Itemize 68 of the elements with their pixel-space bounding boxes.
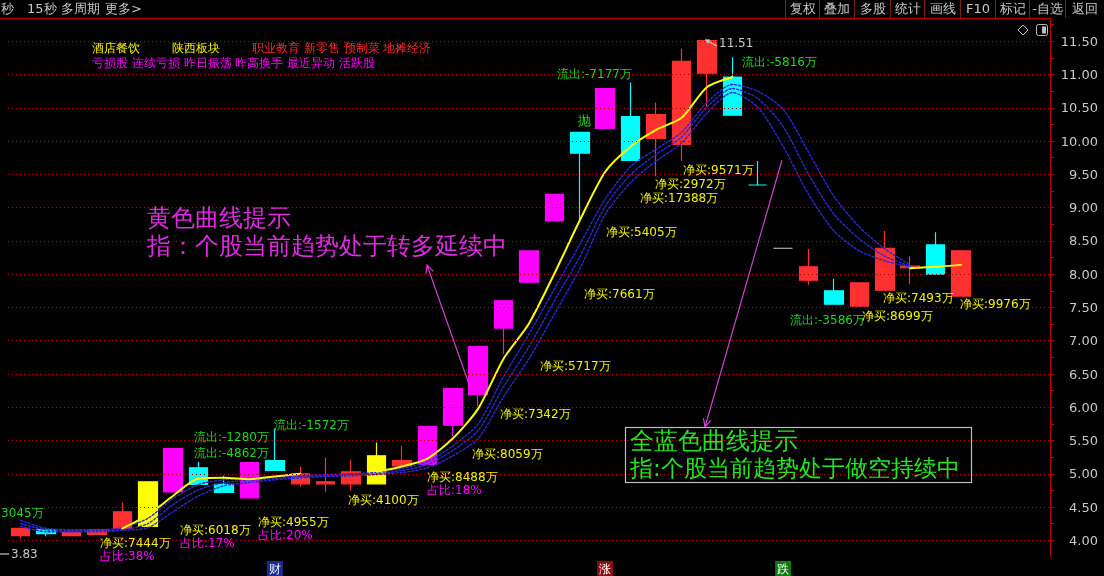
text: 叠加 xyxy=(819,0,854,18)
annotation: 流出:-5816万 xyxy=(742,55,817,69)
y-tick-label: 10.50 xyxy=(1060,100,1098,116)
x-tick-label: 跌 xyxy=(777,562,790,576)
annotation: 净买:6018万 xyxy=(180,523,251,537)
text: 秒 xyxy=(1,0,14,18)
y-tick-label: 11.00 xyxy=(1060,67,1098,83)
y-tick-label: 7.00 xyxy=(1069,333,1098,349)
y-tick-label: 6.00 xyxy=(1069,399,1098,415)
annotation: 净买:7342万 xyxy=(500,407,571,421)
x-tick-label: 财 xyxy=(268,562,281,576)
text: 15秒 xyxy=(27,0,57,18)
y-tick-label: 5.00 xyxy=(1069,466,1098,482)
annotation: 流出:-1572万 xyxy=(274,418,349,432)
annotation: 净买:5405万 xyxy=(606,225,677,239)
text: -自选 xyxy=(1029,0,1065,18)
annotation: 3045万 xyxy=(1,506,44,520)
y-tick-label: 5.50 xyxy=(1069,433,1098,449)
annotation: 抛 xyxy=(578,112,591,128)
x-tick-label: 涨 xyxy=(599,562,612,576)
annotation: 占比:38% xyxy=(100,549,155,563)
y-tick-label: 7.50 xyxy=(1069,299,1098,315)
annotation: 流出:-7177万 xyxy=(557,67,632,81)
annotation: 3.83 xyxy=(11,547,38,561)
annotation: 占比:20% xyxy=(258,528,313,542)
annotation: 净买:2972万 xyxy=(655,177,726,191)
text: 统计 xyxy=(890,0,924,18)
y-tick-label: 10.00 xyxy=(1060,133,1098,149)
annotation: 净买:8059万 xyxy=(472,447,543,461)
y-tick-label: 4.50 xyxy=(1069,499,1098,515)
annotation: 占比:18% xyxy=(427,483,482,497)
annotation: 净买:4100万 xyxy=(348,493,419,507)
annotation: 净买:5717万 xyxy=(540,359,611,373)
annotation: 酒店餐饮 xyxy=(92,41,140,55)
annotation: 流出:-4862万 xyxy=(194,446,269,460)
y-tick-label: 4.00 xyxy=(1069,532,1098,548)
annotation: 流出:-1280万 xyxy=(194,430,269,444)
annotation: 全蓝色曲线提示 xyxy=(630,427,798,455)
text: 多周期 xyxy=(61,0,100,18)
y-tick-label: 6.50 xyxy=(1069,366,1098,382)
y-tick-label: 8.50 xyxy=(1069,233,1098,249)
text: 复权 xyxy=(785,0,819,18)
y-tick-label: 9.00 xyxy=(1069,200,1098,216)
annotation: 净买:17388万 xyxy=(640,191,719,205)
annotation: 占比:17% xyxy=(180,536,235,550)
text: 画线 xyxy=(924,0,960,18)
annotation: 陕西板块 xyxy=(172,41,220,55)
annotation: 黄色曲线提示 xyxy=(147,204,291,232)
y-tick-label: 8.00 xyxy=(1069,266,1098,282)
y-tick-label: 11.50 xyxy=(1060,33,1098,49)
annotation: 指:个股当前趋势处于做空持续中 xyxy=(629,455,960,481)
annotation: 净买:7661万 xyxy=(584,287,655,301)
annotation: 净买:9976万 xyxy=(960,297,1031,311)
text: 返回 xyxy=(1065,0,1104,18)
annotation: 11.51 xyxy=(719,36,754,50)
text: F10 xyxy=(960,0,995,18)
y-tick-label: 9.50 xyxy=(1069,166,1098,182)
text: 标记 xyxy=(995,0,1029,18)
annotation: 净买:9571万 xyxy=(683,163,754,177)
annotation: 亏损股 连续亏损 昨日振荡 昨高换手 最近异动 活跃股 xyxy=(92,56,376,70)
annotation: 净买:7444万 xyxy=(100,536,171,550)
text: 更多> xyxy=(105,0,142,18)
annotation: 指：个股当前趋势处于转多延续中 xyxy=(146,232,507,260)
annotation: 职业教育 新零售 预制菜 地摊经济 xyxy=(252,41,432,55)
annotation: 净买:4955万 xyxy=(258,515,329,529)
annotation: 净买:7493万 xyxy=(883,291,954,305)
annotation: 净买:8488万 xyxy=(427,470,498,484)
text: 多股 xyxy=(854,0,890,18)
